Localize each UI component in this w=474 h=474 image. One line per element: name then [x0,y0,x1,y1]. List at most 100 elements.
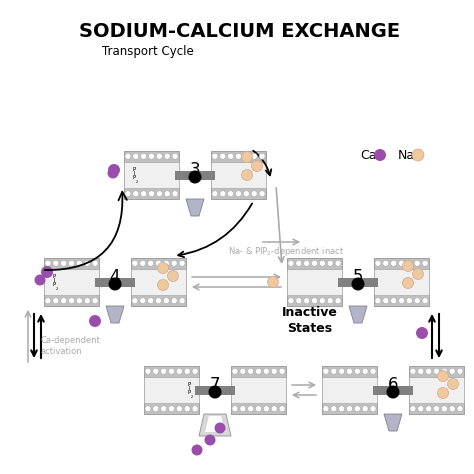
Circle shape [457,368,463,374]
Circle shape [69,260,74,266]
Circle shape [157,263,168,273]
Circle shape [84,298,90,304]
Circle shape [243,191,249,197]
Polygon shape [205,416,225,432]
Circle shape [155,260,162,266]
Circle shape [132,260,138,266]
Bar [131,269,186,295]
Circle shape [204,435,216,446]
Circle shape [145,368,151,374]
Circle shape [161,406,167,412]
Bar [95,277,135,286]
Text: Inactive
States: Inactive States [282,306,338,335]
Circle shape [76,260,82,266]
Text: $_2$: $_2$ [55,285,59,292]
Circle shape [255,406,262,412]
Circle shape [45,260,51,266]
Bar [44,258,99,306]
Circle shape [176,406,182,412]
Circle shape [92,260,98,266]
Bar [175,171,215,180]
Circle shape [319,260,325,266]
Bar [144,403,199,414]
Circle shape [161,368,167,374]
Text: I: I [53,277,55,283]
Circle shape [168,368,174,374]
Bar [409,366,464,414]
Circle shape [109,277,121,291]
Text: Ca-dependent
activation: Ca-dependent activation [41,336,101,356]
Circle shape [412,149,424,161]
Circle shape [441,406,447,412]
Circle shape [319,298,325,304]
FancyArrowPatch shape [45,192,127,270]
Circle shape [362,368,368,374]
Bar [211,189,266,199]
Bar [374,258,429,306]
Circle shape [220,153,226,159]
Circle shape [184,406,190,412]
Circle shape [184,368,190,374]
Bar [124,151,179,199]
Circle shape [41,266,53,278]
Circle shape [45,298,51,304]
Circle shape [383,298,389,304]
Circle shape [155,298,162,304]
Circle shape [410,406,416,412]
Bar [144,366,199,414]
Circle shape [252,161,263,172]
Circle shape [416,327,428,339]
Circle shape [132,298,138,304]
Circle shape [192,368,198,374]
Circle shape [374,149,386,161]
Circle shape [232,368,238,374]
Bar [195,385,235,394]
Circle shape [386,385,400,399]
Text: $_2$: $_2$ [135,178,139,186]
Circle shape [412,268,423,280]
Circle shape [153,406,159,412]
Bar [287,258,342,269]
Circle shape [414,298,420,304]
Circle shape [172,191,178,197]
Circle shape [438,371,448,382]
Bar [287,295,342,306]
Circle shape [288,298,294,304]
Circle shape [212,153,218,159]
Circle shape [247,406,254,412]
Circle shape [418,406,424,412]
Circle shape [304,260,310,266]
Circle shape [53,298,59,304]
Bar [44,295,99,306]
Circle shape [402,277,413,289]
Bar [338,277,378,286]
Bar [287,269,342,295]
Circle shape [157,280,168,291]
Circle shape [69,298,74,304]
Bar [231,366,286,376]
Bar [374,295,429,306]
Bar [374,269,429,295]
Circle shape [179,298,185,304]
Circle shape [167,271,179,282]
Circle shape [259,191,265,197]
Circle shape [228,153,234,159]
Circle shape [255,368,262,374]
Circle shape [311,298,318,304]
Text: Ca: Ca [360,148,376,162]
Circle shape [399,260,404,266]
Circle shape [251,191,257,197]
Circle shape [89,315,101,327]
Circle shape [141,153,146,159]
Circle shape [156,153,163,159]
Bar [124,189,179,199]
Circle shape [418,368,424,374]
Circle shape [133,191,139,197]
Circle shape [355,368,360,374]
Text: I: I [188,385,190,391]
Circle shape [391,298,397,304]
Circle shape [311,260,318,266]
Circle shape [346,368,353,374]
Text: P: P [187,390,191,394]
Text: SODIUM-CALCIUM EXCHANGE: SODIUM-CALCIUM EXCHANGE [80,22,401,41]
